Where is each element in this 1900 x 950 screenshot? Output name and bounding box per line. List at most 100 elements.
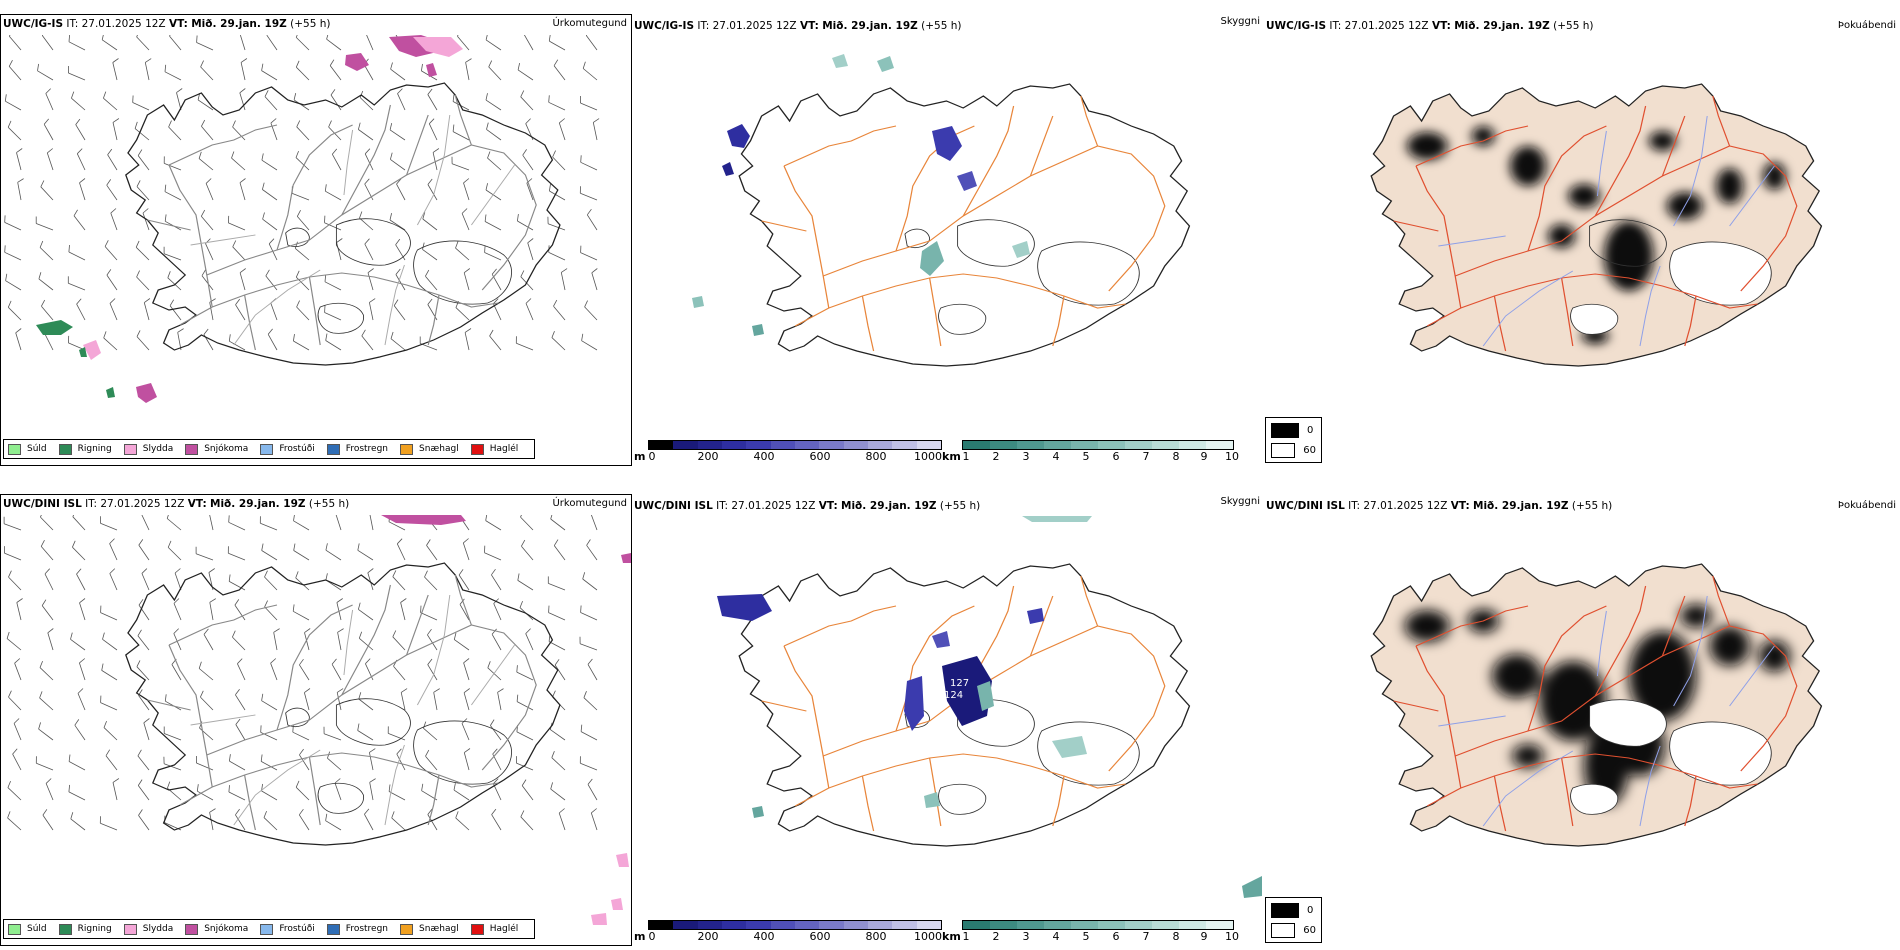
wind-barb xyxy=(396,543,406,561)
visibility-area xyxy=(752,806,764,818)
wind-barb xyxy=(47,632,54,651)
wind-barb-flag xyxy=(76,298,82,305)
visibility-color-step xyxy=(1206,921,1233,929)
wind-barb xyxy=(330,94,342,111)
vt-label: VT: xyxy=(818,500,838,512)
wind-barb-flag xyxy=(304,628,311,633)
wind-barb xyxy=(369,302,374,321)
wind-barb-flag xyxy=(298,808,304,816)
wind-barb xyxy=(484,221,502,231)
wind-barb-flag xyxy=(367,568,374,574)
visibility-color-step xyxy=(1098,921,1125,929)
wind-barb xyxy=(263,817,278,831)
panel-header: UWC/DINI ISL IT: 27.01.2025 12Z VT: Mið.… xyxy=(634,496,1260,516)
fog-key-label: 0 xyxy=(1307,425,1314,436)
ceiling-color-step xyxy=(673,441,698,449)
visibility-tick: 7 xyxy=(1142,930,1150,943)
wind-barb-flag xyxy=(433,688,440,693)
legend-item: Frostregn xyxy=(326,923,388,935)
wind-barb xyxy=(103,727,118,741)
wind-barb-flag xyxy=(516,694,519,702)
wind-barb xyxy=(548,641,566,651)
wind-barb-flag xyxy=(358,602,361,610)
wind-barb-flag xyxy=(41,35,44,36)
wind-barb-flag xyxy=(239,178,246,184)
wind-barb-flag xyxy=(463,268,471,274)
wind-barb-flag xyxy=(105,749,111,756)
wind-barb xyxy=(15,332,22,351)
wind-barb xyxy=(197,99,214,111)
fog-key-swatch xyxy=(1271,923,1296,938)
wind-barb-flag xyxy=(361,329,366,337)
fog-key-item: 60 xyxy=(1271,923,1316,938)
wind-barb xyxy=(292,193,310,201)
wind-barb-flag xyxy=(136,270,140,278)
legend-label: Rigning xyxy=(77,444,112,454)
wind-barb-flag xyxy=(164,184,167,192)
it-value: 27.01.2025 12Z xyxy=(731,500,816,512)
wind-barb xyxy=(363,64,374,81)
fog-key-label: 60 xyxy=(1303,925,1316,936)
wind-barb xyxy=(235,724,246,741)
wind-barb-flag xyxy=(232,120,236,128)
wind-barb-flag xyxy=(324,274,327,282)
wind-barb xyxy=(228,791,246,801)
wind-barb-flag xyxy=(38,272,42,280)
wind-barb-flag xyxy=(75,118,81,125)
wind-barb xyxy=(581,340,598,351)
it-label: IT: xyxy=(697,20,710,32)
wind-barb-flag xyxy=(591,268,598,274)
wind-barb-flag xyxy=(40,540,45,547)
wind-barb-flag xyxy=(388,784,391,792)
wind-barb xyxy=(209,302,214,321)
ceiling-area xyxy=(717,594,772,621)
legend-item: Snjókoma xyxy=(185,923,248,935)
wind-barb-flag xyxy=(295,270,300,278)
wind-barb xyxy=(587,784,598,801)
wind-barb-flag xyxy=(39,691,43,699)
wind-barb xyxy=(17,182,22,201)
wind-barb-flag xyxy=(196,784,199,792)
wind-barb xyxy=(548,612,566,621)
wind-barb xyxy=(465,62,470,81)
wind-barb-flag xyxy=(164,64,167,72)
wind-barb-flag xyxy=(209,808,216,813)
wind-barb-flag xyxy=(389,123,393,130)
wind-barb xyxy=(553,545,566,561)
ceiling-color-step xyxy=(794,921,820,929)
wind-barb-flag xyxy=(138,809,143,816)
wind-barb xyxy=(177,332,182,351)
rain-area xyxy=(79,347,87,357)
wind-barb-flag xyxy=(70,632,73,640)
wind-barb-flag xyxy=(584,300,588,308)
rain-area xyxy=(106,387,115,398)
wind-barb xyxy=(299,754,310,771)
wind-barb xyxy=(101,39,118,51)
wind-barb-flag xyxy=(295,35,298,38)
wind-barb-flag xyxy=(138,539,144,546)
wind-barb xyxy=(304,692,310,711)
wind-barb xyxy=(8,307,22,321)
wind-barb-flag xyxy=(359,211,363,219)
wind-barb xyxy=(525,303,534,321)
legend-swatch xyxy=(470,443,484,455)
precip-type-panel-top: UWC/IG-IS IT: 27.01.2025 12Z VT: Mið. 29… xyxy=(0,14,632,466)
wind-barb-flag xyxy=(551,331,555,338)
wind-barb xyxy=(420,343,438,351)
wind-barb-flag xyxy=(267,328,273,335)
ceiling-color-step xyxy=(794,441,820,449)
wind-barb-flag xyxy=(138,599,144,606)
wind-barb-flag xyxy=(104,240,109,247)
model-name: UWC/DINI ISL xyxy=(3,498,82,510)
legend-item: Slydda xyxy=(123,923,173,935)
wind-barb-flag xyxy=(8,570,12,578)
wind-barb-flag xyxy=(580,724,583,732)
wind-barb xyxy=(164,71,182,81)
wind-barb xyxy=(485,39,502,51)
low-visibility-areas xyxy=(692,54,1030,336)
wind-barb xyxy=(79,602,86,621)
wind-barb xyxy=(100,702,118,711)
wind-barb xyxy=(364,183,374,201)
wind-barb xyxy=(228,521,246,531)
wind-barb xyxy=(357,549,374,561)
